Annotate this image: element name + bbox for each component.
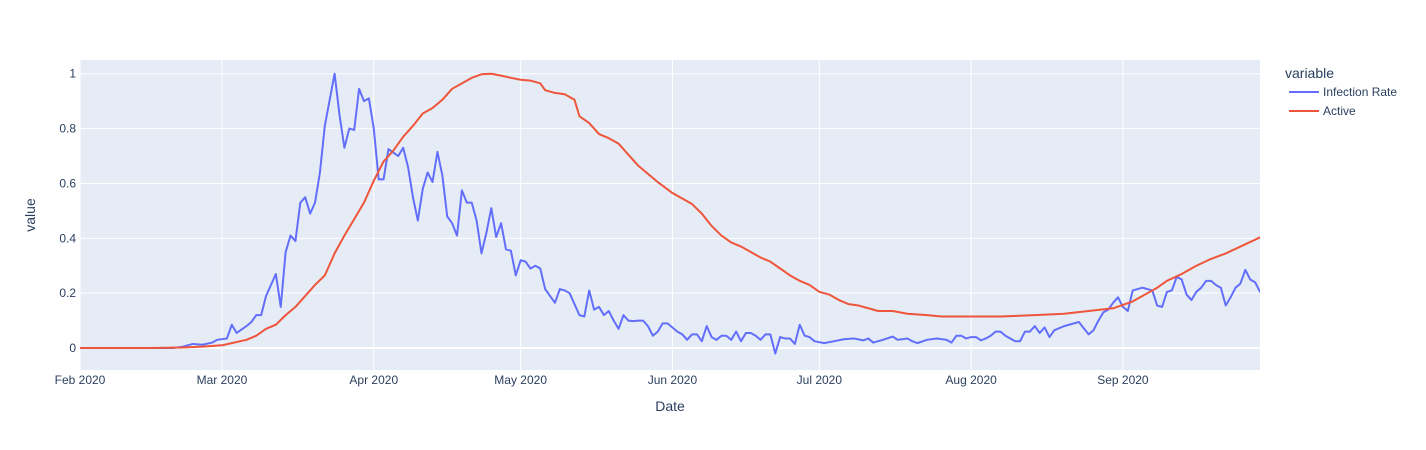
y-tick-label: 1 [69, 67, 76, 81]
y-tick-label: 0.4 [59, 231, 76, 245]
x-axis-ticks: Feb 2020 Mar 2020 Apr 2020 May 2020 Jun 2020… [55, 373, 1149, 387]
y-tick-label: 0.8 [59, 122, 76, 136]
series-line-infection-rate [80, 72, 1260, 355]
x-tick-label: May 2020 [494, 373, 547, 387]
legend-item[interactable]: Infection Rate [1289, 85, 1397, 99]
y-tick-label: 0.2 [59, 286, 76, 300]
x-tick-label: Sep 2020 [1097, 373, 1149, 387]
legend-title: variable [1285, 65, 1334, 81]
x-axis-title: Date [655, 398, 685, 414]
y-axis-ticks: 0 0.2 0.4 0.6 0.8 1 [59, 67, 76, 355]
legend-item[interactable]: Active [1289, 104, 1356, 118]
y-tick-label: 0 [69, 341, 76, 355]
series-layer [80, 72, 1260, 355]
legend[interactable]: variable Infection Rate Active [1285, 65, 1397, 118]
x-tick-label: Mar 2020 [197, 373, 248, 387]
x-tick-label: Jul 2020 [797, 373, 843, 387]
x-tick-label: Apr 2020 [349, 373, 398, 387]
y-axis-title: value [22, 198, 38, 232]
grid-lines [79, 60, 1260, 370]
y-tick-label: 0.6 [59, 176, 76, 190]
legend-label: Active [1323, 104, 1356, 118]
x-tick-label: Jun 2020 [648, 373, 698, 387]
x-tick-label: Feb 2020 [55, 373, 106, 387]
series-line-active [80, 72, 1260, 350]
x-tick-label: Aug 2020 [945, 373, 997, 387]
plot-background [80, 60, 1260, 370]
legend-label: Infection Rate [1323, 85, 1397, 99]
